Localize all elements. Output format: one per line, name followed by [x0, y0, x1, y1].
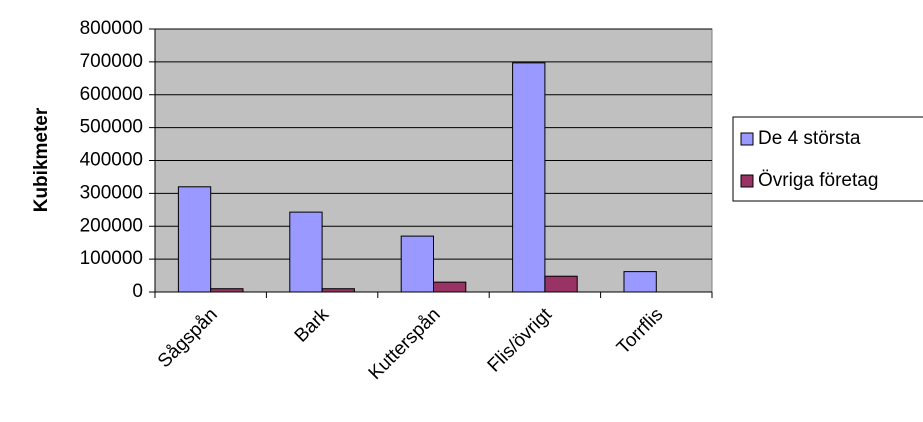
bar [177, 186, 212, 293]
x-tick-label: Kutterspån [365, 304, 445, 384]
y-tick-label: 0 [132, 281, 143, 302]
y-tick-label: 200000 [80, 215, 143, 236]
y-tick-label: 700000 [80, 51, 143, 72]
bar [289, 211, 323, 293]
y-tick-label: 600000 [80, 84, 143, 105]
bar [433, 281, 467, 293]
bar [544, 275, 578, 293]
y-tick-label: 100000 [80, 248, 143, 269]
x-tick-label: Flis/övrigt [484, 304, 557, 377]
x-tick-label: Sågspån [154, 304, 222, 372]
bar [512, 62, 546, 293]
legend-swatch [740, 132, 754, 146]
y-tick-label: 800000 [80, 18, 143, 39]
legend-swatch [740, 174, 754, 188]
bar [400, 235, 434, 293]
y-axis-label: Kubikmeter [31, 107, 52, 212]
y-tick-label: 500000 [80, 117, 143, 138]
legend-label: Övriga företag [758, 170, 878, 191]
legend-label: De 4 största [758, 128, 861, 149]
bar [623, 271, 657, 293]
y-tick-label: 400000 [80, 150, 143, 171]
bar [210, 288, 244, 293]
x-tick-label: Bark [291, 304, 334, 347]
bar [321, 288, 355, 293]
legend-box [732, 116, 923, 202]
x-tick-label: Torrflis [613, 304, 667, 358]
y-tick-label: 300000 [80, 182, 143, 203]
